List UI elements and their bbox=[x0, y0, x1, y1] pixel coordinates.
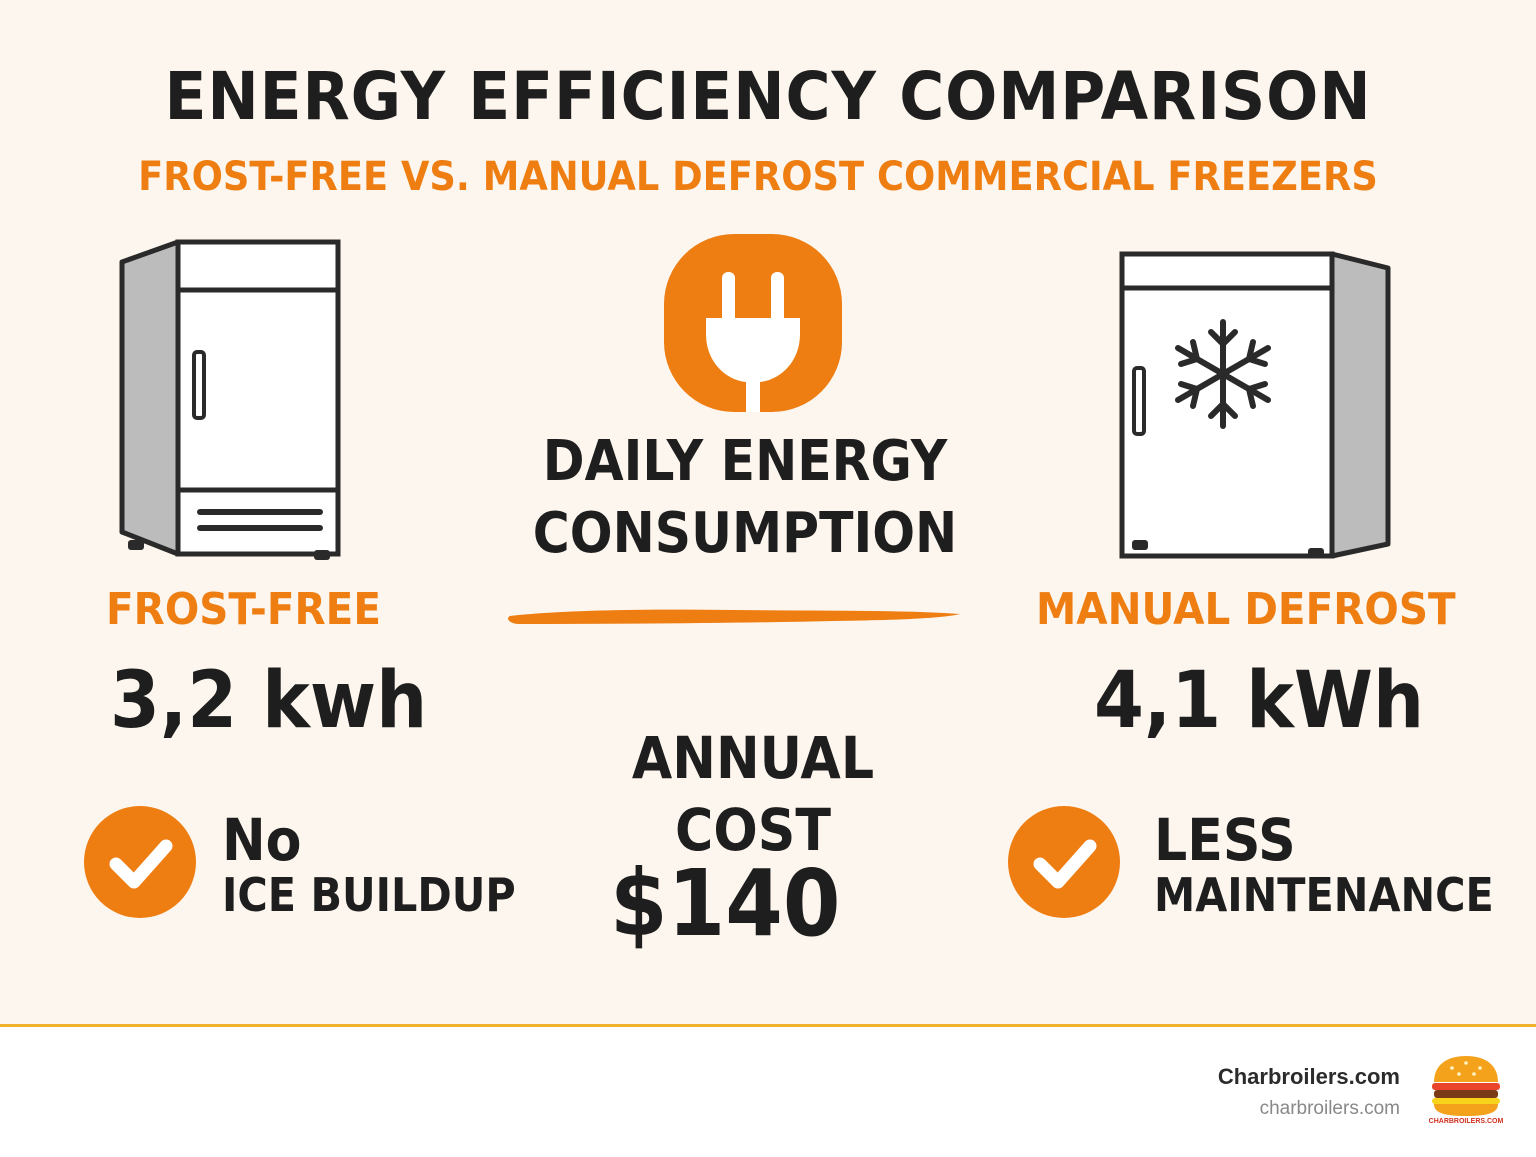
annual-cost-line2: COST bbox=[675, 796, 831, 864]
check-badge-left bbox=[84, 806, 196, 918]
logo-text: CHARBROILERS.COM bbox=[1428, 1118, 1504, 1125]
power-plug-icon bbox=[664, 234, 842, 412]
less-maintenance-line1: LESS bbox=[1154, 806, 1296, 874]
daily-energy-heading-line2: CONSUMPTION bbox=[532, 501, 958, 566]
burger-logo-icon bbox=[1432, 1056, 1500, 1116]
frost-free-label: FROST-FREE bbox=[106, 584, 381, 635]
daily-energy-heading: DAILY ENERGY CONSUMPTION bbox=[525, 426, 966, 570]
manual-defrost-value: 4,1 kWh bbox=[1094, 656, 1425, 746]
check-icon bbox=[109, 839, 173, 889]
brand-name[interactable]: Charbroilers.com bbox=[1217, 1064, 1400, 1089]
footer-bar bbox=[0, 1024, 1536, 1157]
annual-cost-heading: ANNUAL COST bbox=[533, 722, 974, 866]
page-subtitle: FROST-FREE VS. MANUAL DEFROST COMMERCIAL… bbox=[138, 154, 1378, 200]
annual-cost-value: $140 bbox=[610, 850, 841, 957]
frost-free-value: 3,2 kwh bbox=[110, 656, 428, 746]
freezer-snowflake-icon bbox=[1119, 251, 1391, 559]
brand-url[interactable]: charbroilers.com bbox=[1259, 1098, 1400, 1119]
no-ice-line2: ICE BUILDUP bbox=[222, 868, 516, 922]
upright-freezer-icon bbox=[119, 239, 341, 560]
check-icon bbox=[1033, 839, 1097, 889]
less-maintenance-line2: MAINTENANCE bbox=[1154, 868, 1494, 922]
no-ice-line1: No bbox=[222, 806, 302, 874]
check-badge-right bbox=[1008, 806, 1120, 918]
annual-cost-line1: ANNUAL bbox=[631, 724, 875, 792]
daily-energy-heading-line1: DAILY ENERGY bbox=[542, 429, 948, 494]
manual-defrost-label: MANUAL DEFROST bbox=[1036, 584, 1456, 635]
brush-stroke-divider bbox=[508, 609, 960, 624]
page-title: ENERGY EFFICIENCY COMPARISON bbox=[164, 58, 1372, 135]
